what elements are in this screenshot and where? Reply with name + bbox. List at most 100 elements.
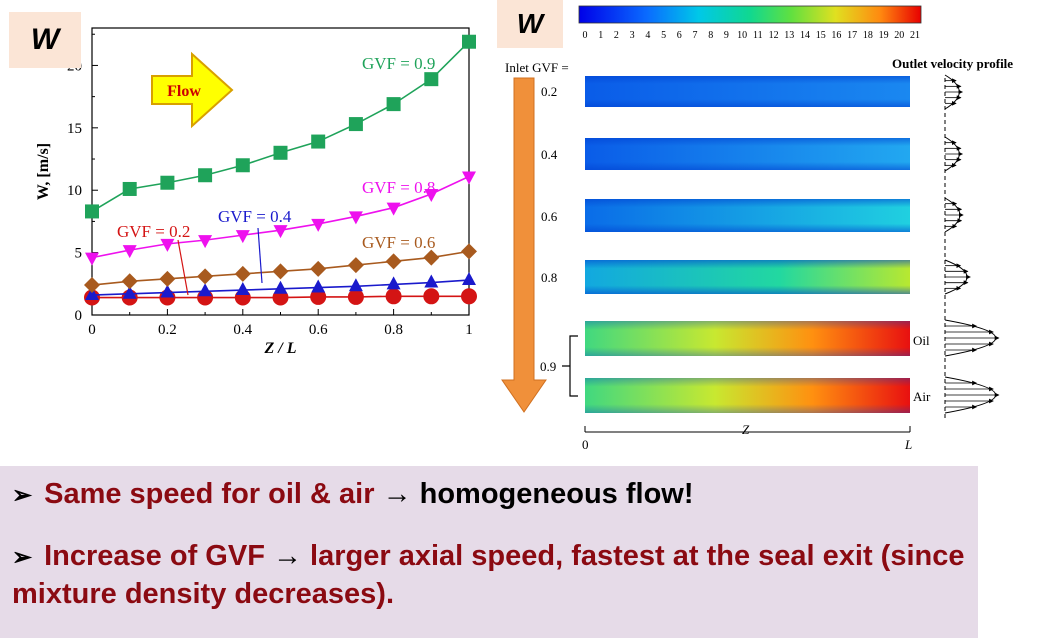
data-point xyxy=(310,260,327,277)
gvf-value-02: 0.2 xyxy=(541,84,557,99)
data-point xyxy=(386,202,401,216)
data-point xyxy=(160,238,175,252)
gvf-value-08: 0.8 xyxy=(541,270,557,285)
data-point xyxy=(121,273,138,290)
y-tick-label: 0 xyxy=(75,308,83,324)
data-point xyxy=(385,253,402,270)
data-point xyxy=(385,288,402,305)
colorbar xyxy=(578,5,922,24)
colorbar-tick-label: 1 xyxy=(598,30,603,41)
data-point xyxy=(348,278,363,292)
colorbar-tick-label: 16 xyxy=(831,30,841,41)
series-label: GVF = 0.2 xyxy=(117,222,190,241)
colorbar-tick-label: 15 xyxy=(816,30,826,41)
data-point xyxy=(160,175,175,190)
data-point xyxy=(235,158,250,173)
data-point xyxy=(423,249,440,266)
bullet2-red-text-b: larger axial speed, fastest at the seal … xyxy=(12,540,965,610)
colorbar-tick-label: 5 xyxy=(661,30,666,41)
contour-figure: 0 1 2 3 4 5 6 7 8 9 10 11 12 13 14 15 16 17 18 19 20 21 Inlet… xyxy=(501,5,1013,452)
flow-label: Flow xyxy=(167,83,201,100)
bullet2-red-text-a: Increase of GVF xyxy=(44,540,265,572)
tube-gvf-06: 0.6 xyxy=(541,199,910,232)
x-tick-label: 0.2 xyxy=(158,322,177,338)
bullet2-arrow: → xyxy=(272,540,302,572)
data-point xyxy=(198,283,213,297)
z-axis-start: 0 xyxy=(582,437,589,452)
tube-gvf-08: 0.8 xyxy=(541,260,910,294)
gvf-09-bracket xyxy=(562,335,578,397)
bullet1-red-text: Same speed for oil & air xyxy=(44,478,375,510)
y-tick-label: 5 xyxy=(75,246,83,262)
colorbar-tick-label: 12 xyxy=(769,30,779,41)
bullet-marker-icon: ➢ xyxy=(12,482,33,509)
data-point xyxy=(311,218,326,232)
colorbar-tick-label: 8 xyxy=(708,30,713,41)
tube-gvf-02: 0.2 xyxy=(541,76,910,107)
data-point xyxy=(424,72,439,87)
bullet-marker-icon: ➢ xyxy=(12,544,33,571)
data-point xyxy=(461,243,477,260)
y-axis-label: W, [m/s] xyxy=(35,143,52,200)
data-point xyxy=(462,34,476,49)
series-label: GVF = 0.6 xyxy=(362,233,435,252)
y-tick-label: 15 xyxy=(67,121,82,137)
y-tick-label: 10 xyxy=(67,183,82,199)
data-point xyxy=(311,134,326,149)
colorbar-tick-label: 18 xyxy=(863,30,873,41)
series-label: GVF = 0.4 xyxy=(218,207,292,226)
data-point xyxy=(198,168,213,183)
w-label-left: W xyxy=(9,12,81,68)
data-point xyxy=(386,276,401,290)
series-label: GVF = 0.9 xyxy=(362,54,435,73)
colorbar-tick-label: 20 xyxy=(894,30,904,41)
w-label-right: W xyxy=(497,0,563,48)
colorbar-tick-label: 14 xyxy=(800,30,810,41)
air-label: Air xyxy=(913,389,931,404)
data-point xyxy=(235,230,250,244)
data-point xyxy=(348,117,363,132)
data-point xyxy=(461,288,477,305)
data-point xyxy=(235,282,250,296)
x-tick-label: 0 xyxy=(88,322,96,338)
data-point xyxy=(462,272,476,286)
data-point xyxy=(122,245,137,259)
data-point xyxy=(348,211,363,225)
colorbar-tick-label: 11 xyxy=(753,30,763,41)
data-point xyxy=(273,145,288,160)
x-tick-label: 0.6 xyxy=(309,322,328,338)
tube-gvf-09-oil xyxy=(585,321,910,356)
colorbar-tick-label: 21 xyxy=(910,30,920,41)
gvf-02-pointer xyxy=(177,239,189,296)
colorbar-tick-label: 3 xyxy=(630,30,635,41)
data-point xyxy=(85,287,99,301)
gvf-increase-arrow xyxy=(501,77,547,413)
series-label: GVF = 0.8 xyxy=(362,178,435,197)
bullet-gvf-speed: ➢ Increase of GVF → larger axial speed, f… xyxy=(12,538,972,613)
colorbar-tick-label: 0 xyxy=(583,30,588,41)
colorbar-tick-label: 13 xyxy=(784,30,794,41)
gvf-value-04: 0.4 xyxy=(541,147,558,162)
inlet-gvf-label: Inlet GVF = xyxy=(505,60,569,75)
colorbar-tick-label: 17 xyxy=(847,30,857,41)
colorbar-tick-label: 10 xyxy=(737,30,747,41)
data-point xyxy=(84,277,100,294)
colorbar-tick-label: 19 xyxy=(879,30,889,41)
bullet1-arrow: → xyxy=(382,478,412,510)
data-point xyxy=(122,181,137,196)
data-point xyxy=(197,268,214,285)
data-point xyxy=(386,97,401,112)
data-point xyxy=(234,265,251,282)
data-point xyxy=(423,288,440,305)
summary-box xyxy=(0,466,978,638)
outlet-profile-title: Outlet velocity profile xyxy=(892,56,1013,71)
data-point xyxy=(424,274,439,288)
data-point xyxy=(273,225,288,239)
data-point xyxy=(85,204,99,219)
gvf-value-09: 0.9 xyxy=(540,359,556,374)
data-point xyxy=(424,188,439,202)
gvf-04-pointer xyxy=(257,227,263,284)
colorbar-tick-label: 7 xyxy=(693,30,698,41)
x-tick-label: 0.4 xyxy=(233,322,252,338)
z-axis-end: L xyxy=(904,437,912,452)
